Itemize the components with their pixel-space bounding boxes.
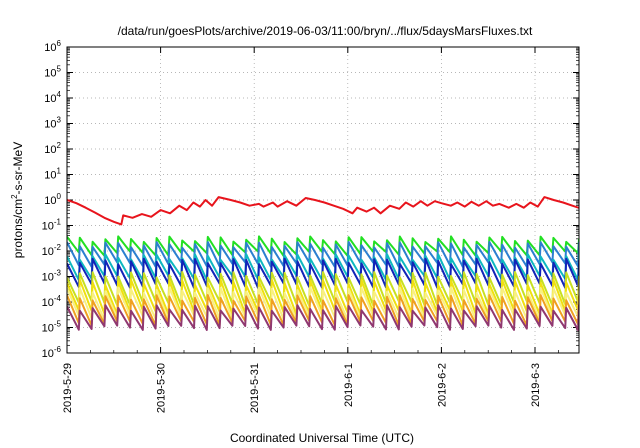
series-line-0 (67, 196, 579, 226)
y-tick-label: 10-5 (42, 320, 62, 335)
y-tick-label: 101 (44, 167, 61, 182)
y-axis-title-tail: -s-sr-MeV (11, 142, 25, 195)
plot-frame (66, 46, 580, 354)
y-tick-label: 10-4 (42, 294, 62, 309)
y-tick-label: 10-1 (42, 218, 62, 233)
x-tick-label: 2019-5-29 (62, 363, 74, 413)
series-line-1 (67, 235, 579, 257)
y-tick-label: 105 (44, 65, 61, 80)
x-tick-label: 2019-6-1 (343, 363, 355, 407)
y-axis-title-sup: 2 (10, 194, 19, 199)
chart-title: /data/run/goesPlots/archive/2019-06-03/1… (118, 24, 533, 38)
y-tick-label: 106 (44, 39, 61, 54)
y-axis-title-main: protons/cm (11, 199, 25, 258)
y-tick-label: 100 (44, 192, 61, 207)
y-tick-label: 10-2 (42, 243, 62, 258)
x-tick-label: 2019-5-30 (156, 363, 168, 413)
y-tick-label: 10-3 (42, 269, 62, 284)
y-tick-label: 102 (44, 141, 61, 156)
y-axis-title: protons/cm2-s-sr-MeV (10, 142, 25, 258)
y-tick-label: 10-6 (42, 345, 62, 360)
x-axis-title: Coordinated Universal Time (UTC) (230, 431, 414, 445)
axis-ticks: 10-6 10-5 10-4 10-3 10-2 10-1 100 101 102 103 104 1… (42, 39, 579, 413)
x-tick-label: 2019-5-31 (249, 363, 261, 413)
series-lines (67, 196, 579, 331)
series-line-9 (67, 304, 579, 331)
x-tick-label: 2019-6-3 (530, 363, 542, 407)
x-tick-label: 2019-6-2 (436, 363, 448, 407)
y-tick-label: 103 (44, 116, 61, 131)
y-tick-label: 104 (44, 90, 61, 105)
